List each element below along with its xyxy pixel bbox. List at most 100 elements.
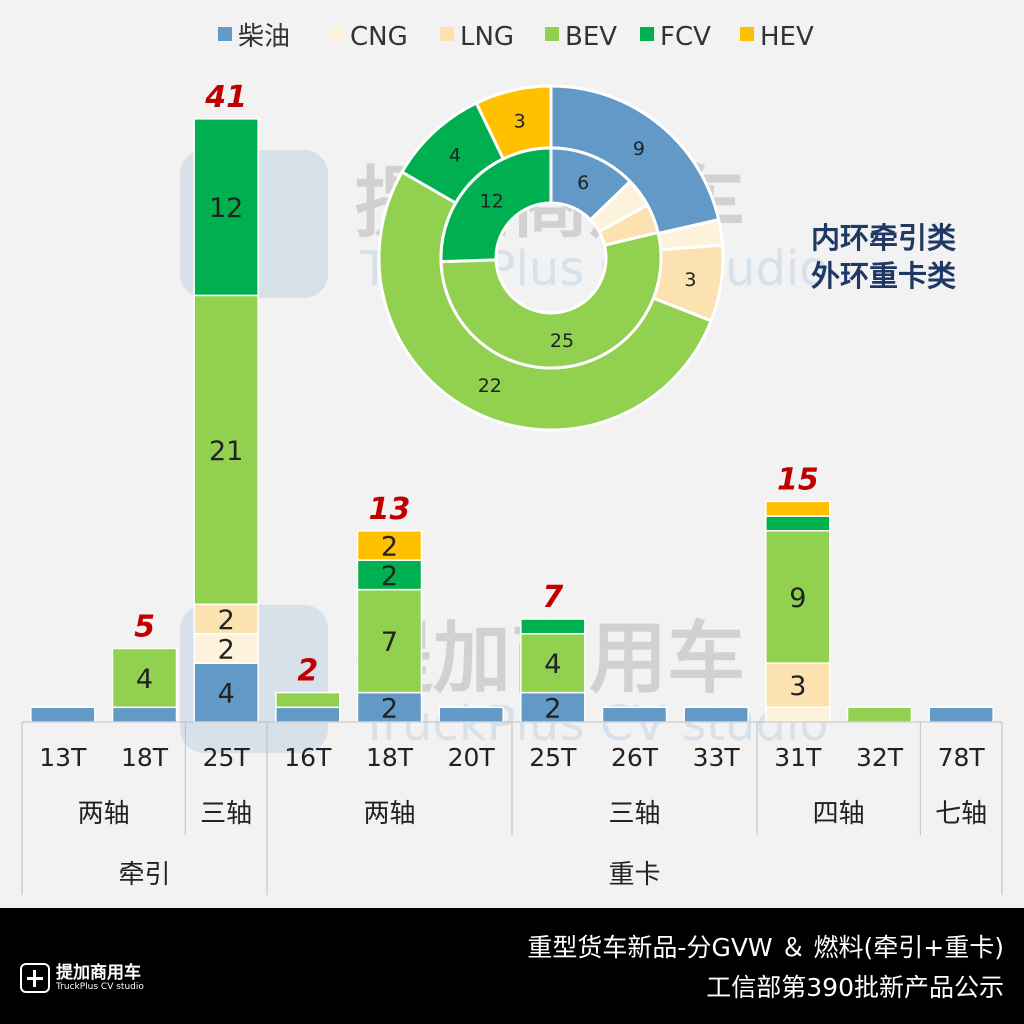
bar-segment — [275, 691, 341, 709]
x-tick-label: 31T — [774, 743, 822, 772]
x-tick-label: 32T — [856, 743, 904, 772]
type-group-label: 重卡 — [608, 860, 660, 890]
bar-total-label: 2 — [297, 654, 318, 689]
bar-segment — [30, 706, 96, 723]
x-tick-label: 18T — [366, 743, 414, 772]
bar-segment — [765, 706, 831, 723]
legend-swatch — [330, 27, 344, 41]
bar-value-label: 4 — [544, 649, 561, 680]
logo-mark-icon — [20, 963, 50, 993]
axle-group-label: 四轴 — [813, 799, 865, 829]
legend-label: HEV — [760, 22, 814, 52]
bar-segment — [193, 603, 259, 635]
legend-item-4: FCV — [640, 22, 711, 52]
legend-item-2: LNG — [440, 22, 514, 52]
bar-segment — [356, 588, 423, 694]
bar-value-label: 21 — [209, 436, 243, 467]
bar-segment — [765, 500, 831, 517]
bar-value-label: 4 — [136, 664, 153, 695]
bar-segment — [193, 662, 259, 723]
bar-segment — [520, 618, 586, 635]
watermark-sub: TruckPlus CV studio — [359, 696, 829, 752]
x-tick-label: 78T — [938, 743, 986, 772]
legend-label: CNG — [350, 22, 408, 52]
bar-segment — [275, 706, 341, 723]
x-tick-label: 25T — [203, 743, 251, 772]
inner-ring-slice — [439, 230, 663, 370]
bar-segment — [520, 632, 586, 694]
bar-segment — [846, 706, 913, 723]
axle-group-label: 两轴 — [363, 799, 415, 829]
bar-total-label: 41 — [204, 80, 247, 115]
axle-group-label: 两轴 — [78, 799, 130, 829]
x-tick-label: 18T — [121, 743, 169, 772]
legend-swatch — [545, 27, 559, 41]
bar-segment — [356, 691, 423, 723]
bar-segment — [928, 706, 994, 723]
bar-segment — [356, 530, 423, 561]
type-group-label: 牵引 — [118, 860, 170, 890]
bar-segment — [111, 706, 178, 723]
legend-label: LNG — [460, 22, 514, 52]
bar-value-label: 2 — [218, 634, 235, 665]
inner-ring-label: 25 — [550, 330, 574, 352]
outer-ring-label: 9 — [633, 138, 645, 160]
bar-segment — [111, 647, 178, 709]
bar-total-label: 7 — [542, 580, 563, 615]
donut-annotation: 内环牵引类 — [811, 221, 956, 255]
x-tick-label: 26T — [611, 743, 659, 772]
legend-item-3: BEV — [545, 22, 617, 52]
bar-value-label: 3 — [789, 671, 806, 702]
legend-swatch — [218, 27, 232, 41]
bar-segment — [601, 706, 668, 723]
bar-value-label: 7 — [381, 627, 398, 658]
outer-ring-label: 4 — [449, 145, 461, 167]
bar-value-label: 12 — [209, 193, 243, 224]
bar-segment — [438, 706, 504, 723]
logo-sub: TruckPlus CV studio — [56, 982, 144, 992]
inner-ring-label: 12 — [480, 191, 504, 213]
outer-ring-label: 22 — [478, 375, 502, 397]
x-tick-label: 33T — [693, 743, 741, 772]
legend-item-0: 柴油 — [218, 22, 290, 52]
inner-ring-slice — [439, 146, 553, 264]
outer-ring-label: 3 — [684, 269, 696, 291]
footer-subtitle: 工信部第390批新产品公示 — [706, 973, 1004, 1002]
bar-total-label: 15 — [777, 462, 819, 497]
bar-value-label: 4 — [218, 679, 235, 710]
bar-value-label: 2 — [381, 561, 398, 592]
legend-swatch — [440, 27, 454, 41]
legend-label: BEV — [565, 22, 617, 52]
x-tick-label: 16T — [284, 743, 332, 772]
logo-name: 提加商用车 — [56, 963, 141, 983]
bar-value-label: 2 — [218, 605, 235, 636]
bar-value-label: 9 — [789, 583, 806, 614]
bar-segment — [683, 706, 749, 723]
donut-annotation: 外环重卡类 — [811, 259, 956, 293]
bar-segment — [356, 559, 423, 591]
bar-value-label: 2 — [381, 531, 398, 562]
x-tick-label: 25T — [529, 743, 577, 772]
footer-banner: 重型货车新品-分GVW ＆ 燃料(牵引+重卡) 工信部第390批新产品公示 提加… — [0, 908, 1024, 1024]
legend-item-5: HEV — [740, 22, 814, 52]
x-tick-label: 20T — [448, 743, 496, 772]
legend-label: FCV — [660, 22, 711, 52]
axle-group-label: 三轴 — [200, 799, 252, 829]
bar-segment — [765, 515, 831, 532]
axle-group-label: 三轴 — [608, 799, 660, 829]
bar-value-label: 2 — [544, 693, 561, 724]
axle-group-label: 七轴 — [935, 799, 987, 829]
legend-label: 柴油 — [238, 22, 290, 52]
bar-value-label: 2 — [381, 693, 398, 724]
bar-segment — [193, 118, 259, 297]
legend-swatch — [740, 27, 754, 41]
logo: 提加商用车 TruckPlus CV studio — [20, 963, 144, 993]
outer-ring-label: 3 — [514, 111, 526, 133]
inner-ring-label: 6 — [577, 172, 589, 194]
x-tick-label: 13T — [39, 743, 87, 772]
footer-title: 重型货车新品-分GVW ＆ 燃料(牵引+重卡) — [527, 933, 1004, 962]
bar-total-label: 13 — [369, 492, 411, 527]
legend-swatch — [640, 27, 654, 41]
bar-total-label: 5 — [134, 609, 155, 644]
